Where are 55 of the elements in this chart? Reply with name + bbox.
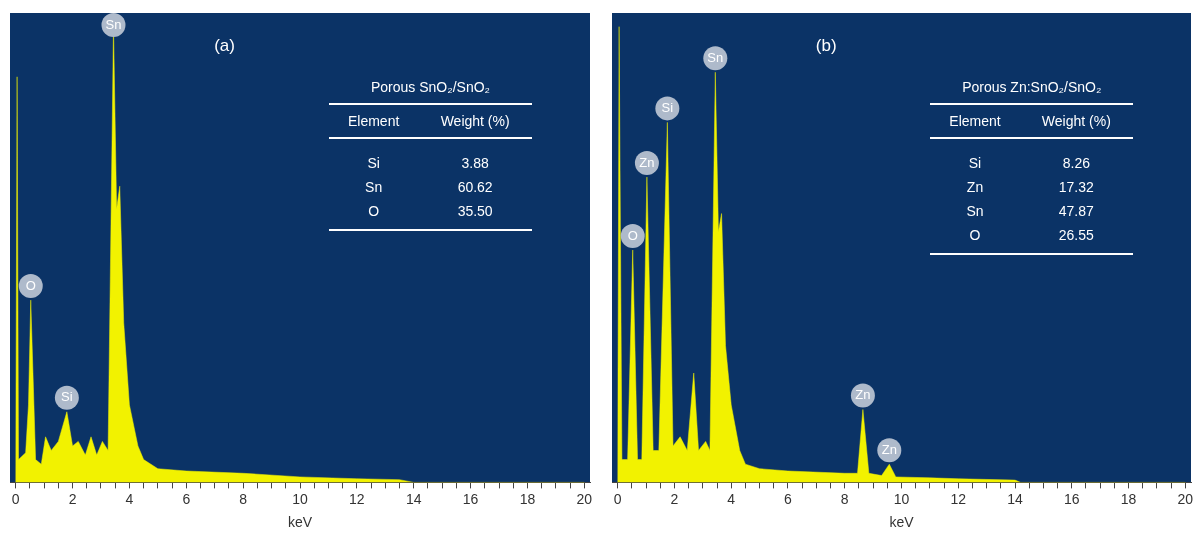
x-tick-label: 10 — [893, 490, 910, 507]
annotation: 8.26 — [1061, 154, 1091, 173]
annotation: Zn — [855, 387, 871, 403]
annotation: Porous Zn:SnO₂/SnO₂ — [961, 78, 1103, 97]
x-tick-label: 0 — [11, 490, 20, 507]
annotation: Porous SnO₂/SnO₂ — [369, 78, 491, 97]
annotation: Sn — [364, 178, 384, 197]
x-tick-label: 6 — [784, 490, 793, 507]
annotation: 60.62 — [456, 178, 494, 197]
annotation: 35.50 — [456, 202, 494, 221]
x-tick-label: 10 — [292, 490, 308, 507]
x-tick-label: 20 — [1177, 490, 1194, 507]
x-tick-label: 2 — [68, 490, 77, 507]
x-tick-label: 14 — [1007, 490, 1024, 507]
annotation: Zn — [965, 178, 985, 197]
annotation: 26.55 — [1057, 226, 1095, 245]
annotation: Element — [948, 112, 1002, 131]
annotation: O — [25, 277, 36, 293]
x-tick-label: 4 — [727, 490, 736, 507]
x-tick-label: 4 — [125, 490, 134, 507]
x-tick-label: 2 — [670, 490, 679, 507]
annotation: Si — [967, 154, 983, 173]
x-tick-label: 18 — [519, 490, 536, 507]
x-tick-label: 12 — [950, 490, 967, 507]
x-tick-label: 8 — [239, 490, 248, 507]
annotation: Zn — [639, 154, 655, 170]
annotation: 47.87 — [1057, 202, 1095, 221]
annotation: Sn — [105, 16, 122, 32]
x-axis-title: keV — [287, 514, 313, 531]
annotation: Si — [366, 154, 381, 173]
x-tick-label: 0 — [613, 490, 622, 507]
x-tick-label: 12 — [349, 490, 365, 507]
annotation: O — [627, 227, 638, 243]
x-tick-label: 16 — [462, 490, 479, 507]
annotation: Sn — [965, 202, 985, 221]
annotation: Weight (%) — [1040, 112, 1112, 131]
annotation: 17.32 — [1057, 178, 1095, 197]
text: (b) — [815, 35, 837, 55]
x-tick-label: 20 — [576, 490, 593, 507]
annotation: 3.88 — [460, 154, 490, 173]
x-tick-label: 14 — [405, 490, 422, 507]
annotation: Weight (%) — [439, 112, 511, 131]
x-tick-label: 18 — [1120, 490, 1137, 507]
annotation: Zn — [881, 441, 897, 457]
annotation: O — [367, 202, 381, 221]
annotation: Element — [346, 112, 401, 131]
x-axis-title: keV — [889, 514, 915, 531]
x-tick-label: 16 — [1064, 490, 1080, 507]
annotation: Si — [661, 99, 674, 115]
x-tick-label: 8 — [840, 490, 849, 507]
x-tick-label: 6 — [182, 490, 191, 507]
annotation: Sn — [707, 49, 724, 65]
annotation: Si — [61, 389, 73, 405]
annotation: O — [968, 226, 982, 245]
text: (a) — [214, 35, 235, 55]
